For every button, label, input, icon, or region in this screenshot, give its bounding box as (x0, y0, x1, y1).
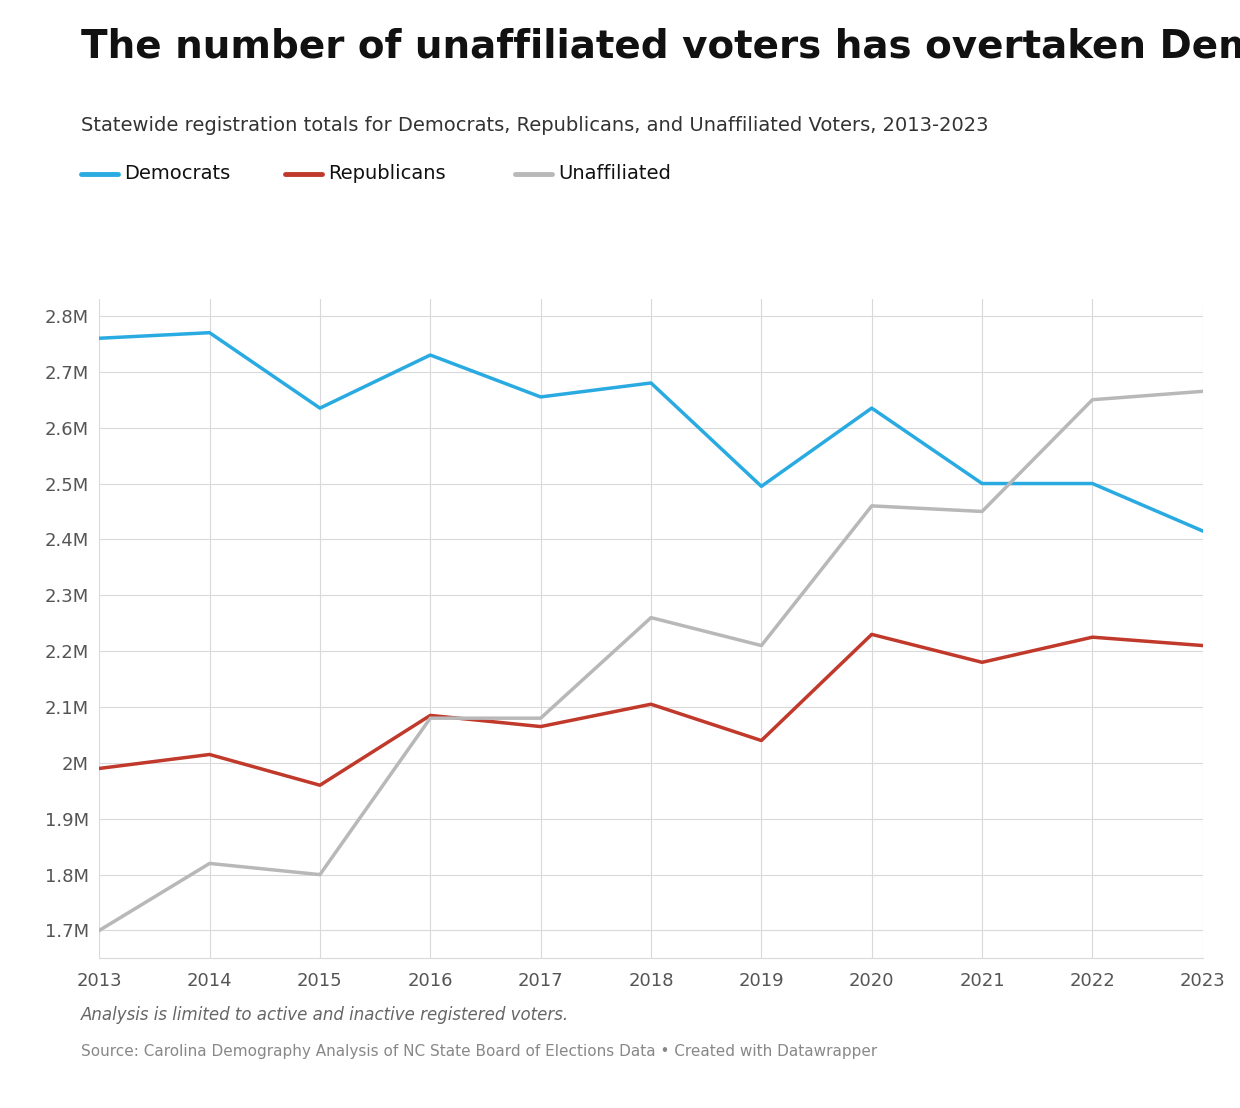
Text: Statewide registration totals for Democrats, Republicans, and Unaffiliated Voter: Statewide registration totals for Democr… (81, 116, 988, 135)
Text: Analysis is limited to active and inactive registered voters.: Analysis is limited to active and inacti… (81, 1006, 569, 1024)
Text: Democrats: Democrats (124, 164, 231, 184)
Text: Republicans: Republicans (329, 164, 446, 184)
Text: Source: Carolina Demography Analysis of NC State Board of Elections Data • Creat: Source: Carolina Demography Analysis of … (81, 1044, 877, 1059)
Text: Unaffiliated: Unaffiliated (558, 164, 671, 184)
Text: The number of unaffiliated voters has overtaken Democrats: The number of unaffiliated voters has ov… (81, 28, 1240, 65)
